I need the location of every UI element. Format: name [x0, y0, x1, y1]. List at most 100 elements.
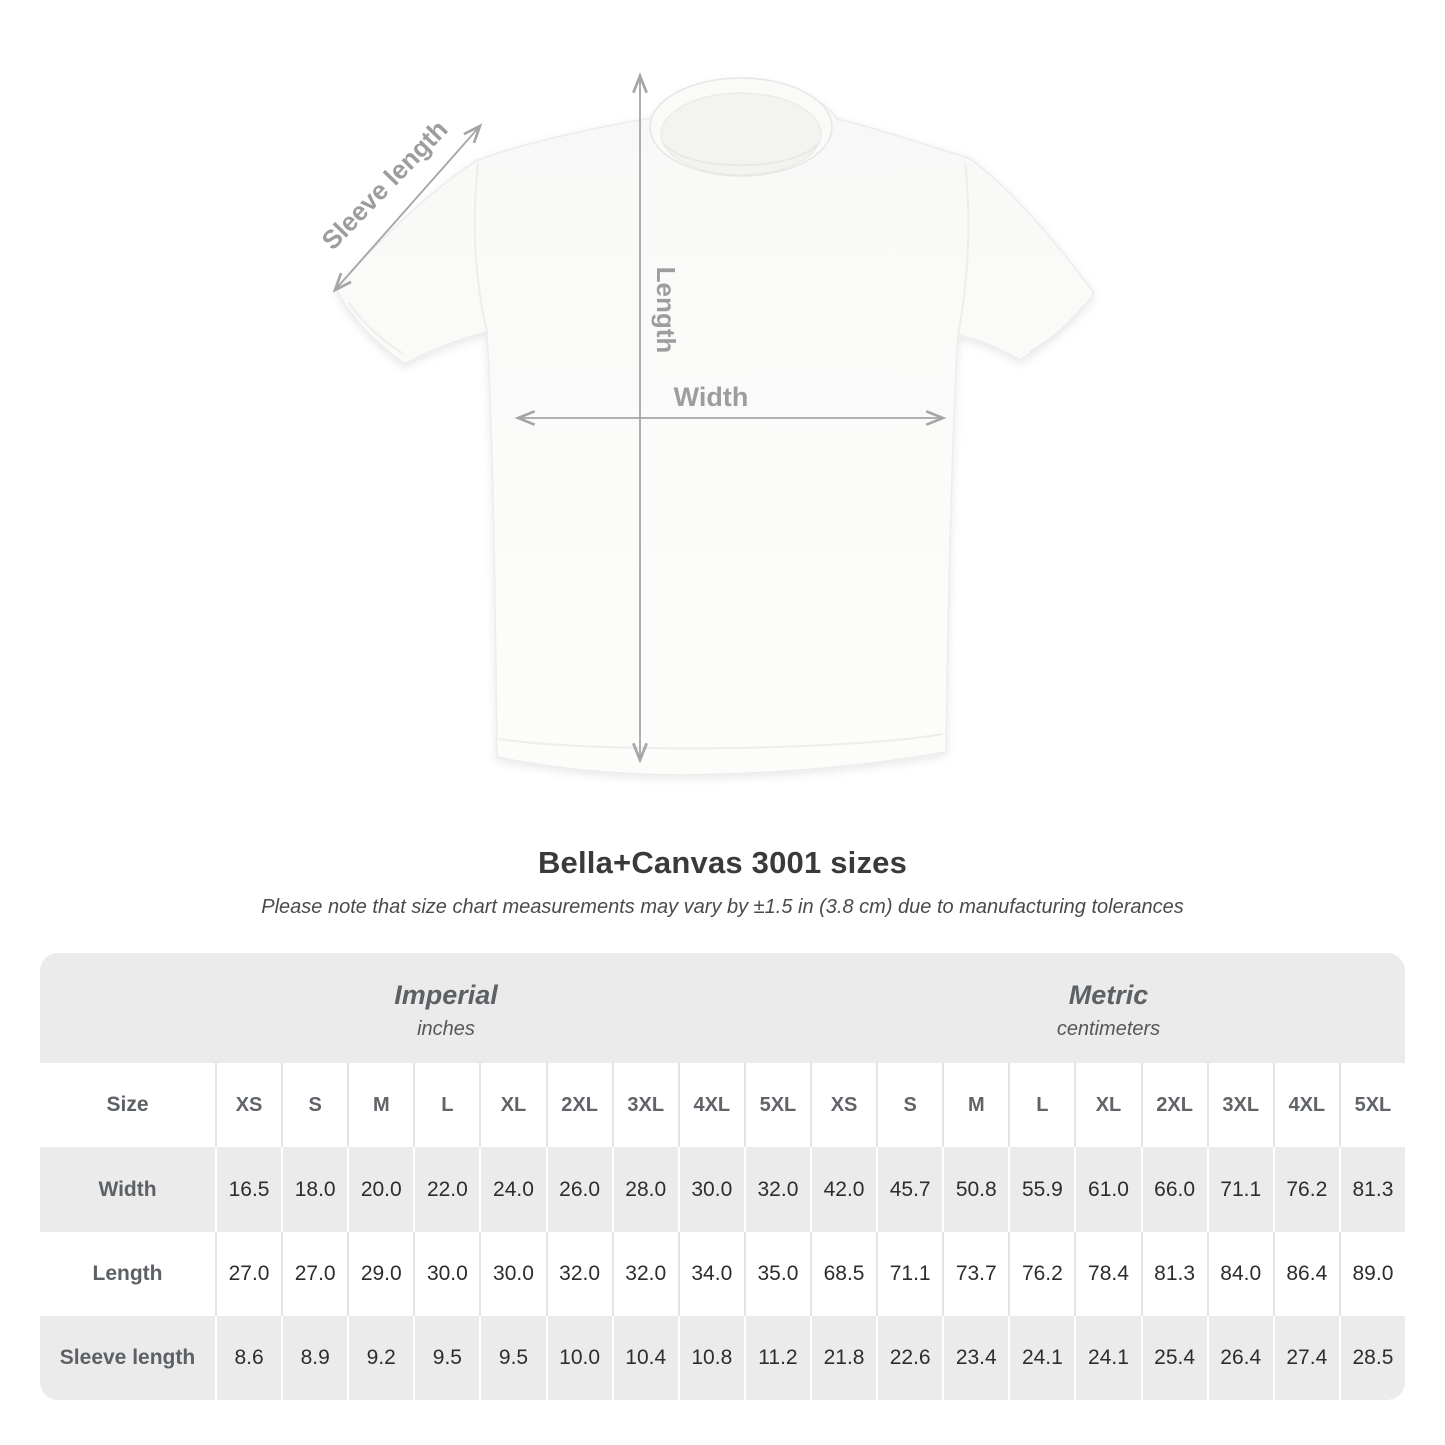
value-cell: 8.9	[281, 1316, 347, 1400]
page-subtitle: Please note that size chart measurements…	[261, 896, 1184, 918]
collar-inner-shadow	[664, 144, 818, 167]
row-label-width: Width	[98, 1177, 157, 1201]
value-cell: 30.0	[677, 1147, 744, 1232]
table-row-sleeve-length: Sleeve length 8.6 8.9 9.2 9.5 9.5 10.0 1…	[40, 1316, 1405, 1400]
value-cell: 78.4	[1074, 1232, 1140, 1316]
value-cell: 24.0	[479, 1147, 545, 1232]
value-cell: 89.0	[1338, 1232, 1405, 1316]
value-cell: 76.2	[1272, 1147, 1339, 1232]
value-cell: 10.0	[545, 1316, 612, 1400]
value-cell: 22.6	[876, 1316, 942, 1400]
imperial-group-unit: inches	[417, 1017, 475, 1040]
value-cell: 73.7	[942, 1232, 1008, 1316]
value-cell: 27.0	[281, 1232, 347, 1316]
value-cell: 32.0	[743, 1147, 810, 1232]
imperial-group-header: Imperial inches	[40, 953, 812, 1063]
measurement-arrows	[335, 76, 943, 760]
value-cell: 10.8	[677, 1316, 744, 1400]
size-header-row: Size XS S M L XL 2XL 3XL 4XL 5XL XS S M …	[40, 1063, 1405, 1147]
size-cell: 5XL	[1338, 1063, 1405, 1147]
size-cell: M	[942, 1063, 1008, 1147]
value-cell: 16.5	[215, 1147, 281, 1232]
imperial-group-label: Imperial	[394, 979, 498, 1010]
size-cell: 3XL	[1206, 1063, 1273, 1147]
metric-group-header: Metric centimeters	[812, 953, 1405, 1063]
value-cell: 35.0	[743, 1232, 810, 1316]
unit-group-header-row: Imperial inches Metric centimeters	[40, 953, 1405, 1063]
value-cell: 9.5	[413, 1316, 479, 1400]
size-cell: 3XL	[611, 1063, 678, 1147]
size-cell: S	[281, 1063, 347, 1147]
metric-group-unit: centimeters	[1056, 1017, 1161, 1040]
value-cell: 20.0	[347, 1147, 413, 1232]
size-cell: S	[876, 1063, 942, 1147]
size-cell: XS	[810, 1063, 876, 1147]
row-label-sleeve-length: Sleeve length	[59, 1346, 196, 1369]
metric-group-label: Metric	[1068, 979, 1149, 1010]
size-cell: 4XL	[1272, 1063, 1339, 1147]
value-cell: 8.6	[215, 1316, 281, 1400]
size-cell: L	[1008, 1063, 1074, 1147]
value-cell: 10.4	[611, 1316, 678, 1400]
sleeve-length-arrow	[335, 126, 480, 290]
value-cell: 55.9	[1008, 1147, 1074, 1232]
tshirt-body	[335, 78, 1095, 776]
value-cell: 81.3	[1140, 1232, 1207, 1316]
value-cell: 50.8	[942, 1147, 1008, 1232]
size-cell: XL	[479, 1063, 545, 1147]
size-cell: L	[413, 1063, 479, 1147]
value-cell: 34.0	[677, 1232, 744, 1316]
value-cell: 81.3	[1338, 1147, 1405, 1232]
value-cell: 24.1	[1074, 1316, 1140, 1400]
table-row-width: Width 16.5 18.0 20.0 22.0 24.0 26.0 28.0…	[40, 1147, 1405, 1232]
value-cell: 28.5	[1338, 1316, 1405, 1400]
value-cell: 11.2	[743, 1316, 810, 1400]
value-cell: 29.0	[347, 1232, 413, 1316]
value-cell: 32.0	[611, 1232, 678, 1316]
size-cell: 4XL	[677, 1063, 744, 1147]
value-cell: 27.4	[1272, 1316, 1339, 1400]
size-cell: 5XL	[743, 1063, 810, 1147]
value-cell: 86.4	[1272, 1232, 1339, 1316]
value-cell: 26.4	[1206, 1316, 1273, 1400]
collar-opening	[660, 92, 822, 176]
value-cell: 71.1	[1206, 1147, 1273, 1232]
row-label-length: Length	[92, 1262, 163, 1285]
value-cell: 45.7	[876, 1147, 942, 1232]
size-header-label: Size	[106, 1093, 149, 1116]
value-cell: 23.4	[942, 1316, 1008, 1400]
value-cell: 26.0	[545, 1147, 612, 1232]
value-cell: 84.0	[1206, 1232, 1273, 1316]
tshirt-measurement-diagram: Sleeve length Length Width	[316, 0, 1095, 776]
value-cell: 32.0	[545, 1232, 612, 1316]
value-cell: 66.0	[1140, 1147, 1207, 1232]
size-cell: 2XL	[545, 1063, 612, 1147]
value-cell: 21.8	[810, 1316, 876, 1400]
value-cell: 28.0	[611, 1147, 678, 1232]
value-cell: 22.0	[413, 1147, 479, 1232]
value-cell: 18.0	[281, 1147, 347, 1232]
tshirt-illustration	[335, 77, 1095, 776]
size-table: Imperial inches Metric centimeters Size …	[40, 953, 1405, 1400]
value-cell: 61.0	[1074, 1147, 1140, 1232]
size-cell: XS	[215, 1063, 281, 1147]
length-label: Length	[651, 267, 681, 354]
value-cell: 9.5	[479, 1316, 545, 1400]
value-cell: 27.0	[215, 1232, 281, 1316]
width-label: Width	[674, 382, 749, 412]
value-cell: 30.0	[479, 1232, 545, 1316]
table-row-length: Length 27.0 27.0 29.0 30.0 30.0 32.0 32.…	[40, 1232, 1405, 1316]
value-cell: 30.0	[413, 1232, 479, 1316]
size-cell: 2XL	[1140, 1063, 1207, 1147]
value-cell: 24.1	[1008, 1316, 1074, 1400]
value-cell: 76.2	[1008, 1232, 1074, 1316]
value-cell: 42.0	[810, 1147, 876, 1232]
value-cell: 9.2	[347, 1316, 413, 1400]
size-cell: XL	[1074, 1063, 1140, 1147]
page-title: Bella+Canvas 3001 sizes	[537, 845, 908, 880]
value-cell: 25.4	[1140, 1316, 1207, 1400]
value-cell: 71.1	[876, 1232, 942, 1316]
size-cell: M	[347, 1063, 413, 1147]
value-cell: 68.5	[810, 1232, 876, 1316]
